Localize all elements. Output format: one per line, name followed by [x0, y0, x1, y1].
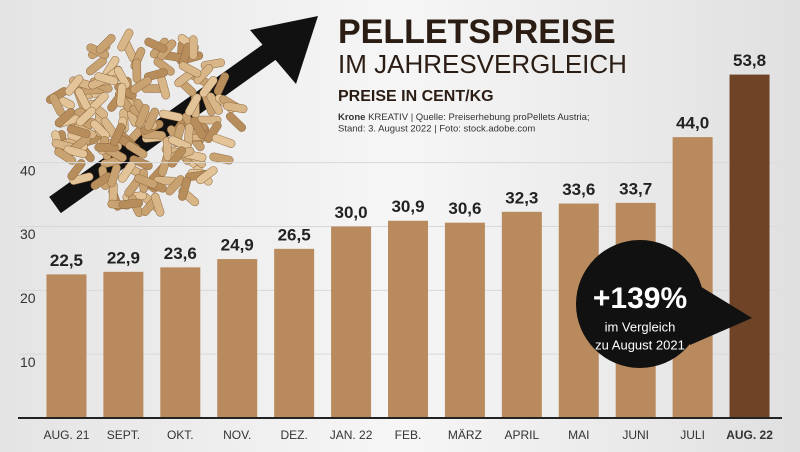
annotation-text: im Vergleich: [605, 319, 676, 334]
pellet: [185, 93, 202, 117]
bar: [274, 248, 315, 418]
value-label: 30,0: [335, 203, 368, 222]
pellet: [213, 72, 230, 96]
pellet: [75, 106, 97, 127]
x-tick-label: APRIL: [505, 428, 540, 442]
bar: [444, 222, 485, 418]
source-line: Krone KREATIV | Quelle: Preiserhebung pr…: [338, 112, 590, 123]
pellet: [165, 175, 185, 196]
value-label: 22,5: [50, 251, 83, 270]
pellet: [135, 104, 150, 128]
x-tick-label: JULI: [680, 428, 705, 442]
x-tick-label: DEZ.: [280, 428, 307, 442]
annotation-text: zu August 2021: [595, 337, 685, 352]
value-label: 33,7: [619, 179, 652, 198]
bar: [729, 74, 770, 419]
x-tick-label: MÄRZ: [448, 428, 482, 442]
value-label: 44,0: [676, 114, 709, 133]
pellet: [125, 141, 148, 159]
pellet: [144, 37, 168, 53]
value-label: 30,6: [448, 199, 481, 218]
pellet: [223, 101, 248, 114]
pellet: [90, 119, 110, 140]
bar: [217, 259, 258, 418]
value-label: 53,8: [733, 51, 766, 70]
pellet: [69, 172, 94, 185]
source-brand: Krone: [338, 112, 365, 123]
pellet: [199, 76, 218, 98]
pellet: [150, 192, 165, 217]
y-tick-label: 10: [20, 354, 36, 370]
x-tick-label: AUG. 22: [726, 428, 773, 442]
pellet: [130, 76, 152, 94]
pellet: [225, 112, 246, 132]
pellet: [64, 74, 84, 96]
pellet: [94, 72, 119, 86]
source-line-2: Stand: 3. August 2022 | Foto: stock.adob…: [338, 124, 535, 135]
chart-title: PELLETSPREISE: [338, 13, 616, 51]
pellet: [95, 34, 116, 54]
value-label: 22,9: [107, 248, 140, 267]
x-tick-label: NOV.: [223, 428, 251, 442]
pellet: [178, 176, 191, 201]
annotation-headline: +139%: [593, 282, 687, 315]
pellet: [132, 58, 142, 84]
pellet: [66, 124, 91, 139]
y-tick-label: 40: [20, 162, 36, 178]
pellet: [196, 166, 218, 185]
pellet: [190, 116, 207, 140]
bars: 10 20 30 40 22,5 AUG. 21 22,9 SEPT. 23,6 OKT. 24,9…: [18, 51, 778, 442]
y-tick-label: 30: [20, 226, 36, 242]
unit-label: PREISE IN CENT/KG: [338, 88, 494, 105]
value-label: 33,6: [562, 180, 595, 199]
value-label: 32,3: [505, 188, 538, 207]
pellet: [118, 160, 136, 183]
source-brand-suffix: KREATIV: [368, 112, 409, 123]
x-tick-label: AUG. 21: [43, 428, 89, 442]
pellet-photo: [46, 28, 248, 218]
pellet: [67, 159, 86, 181]
pellet: [63, 145, 88, 159]
bar: [46, 274, 87, 418]
pellet: [116, 82, 127, 108]
value-label: 24,9: [221, 236, 254, 255]
pellet: [113, 66, 131, 89]
x-tick-label: MAI: [568, 428, 589, 442]
pellet: [178, 61, 202, 78]
value-label: 26,5: [278, 225, 311, 244]
pellet: [211, 133, 236, 148]
pellet: [134, 173, 158, 189]
x-tick-label: OKT.: [167, 428, 194, 442]
value-label: 23,6: [164, 244, 197, 263]
pellet: [110, 123, 126, 147]
pellet: [118, 198, 144, 209]
pellet: [159, 109, 184, 122]
bar: [331, 226, 372, 418]
x-tick-label: FEB.: [395, 428, 422, 442]
pellet: [144, 107, 160, 131]
bar: [103, 271, 144, 418]
x-tick-label: JAN. 22: [330, 428, 373, 442]
chart-subtitle: IM JAHRESVERGLEICH: [338, 49, 627, 79]
bar: [501, 211, 542, 418]
y-tick-label: 20: [20, 290, 36, 306]
value-label: 30,9: [391, 197, 424, 216]
x-tick-label: JUNI: [622, 428, 649, 442]
annotation-badge: +139% im Vergleich zu August 2021: [576, 240, 752, 368]
x-tick-label: SEPT.: [107, 428, 140, 442]
pellet: [117, 28, 134, 52]
pellet: [189, 35, 198, 60]
bar: [388, 220, 428, 418]
bar: [160, 267, 201, 418]
source-text: | Quelle: Preiserhebung proPellets Austr…: [411, 112, 590, 123]
pellet: [107, 163, 121, 188]
pellet: [54, 107, 76, 128]
